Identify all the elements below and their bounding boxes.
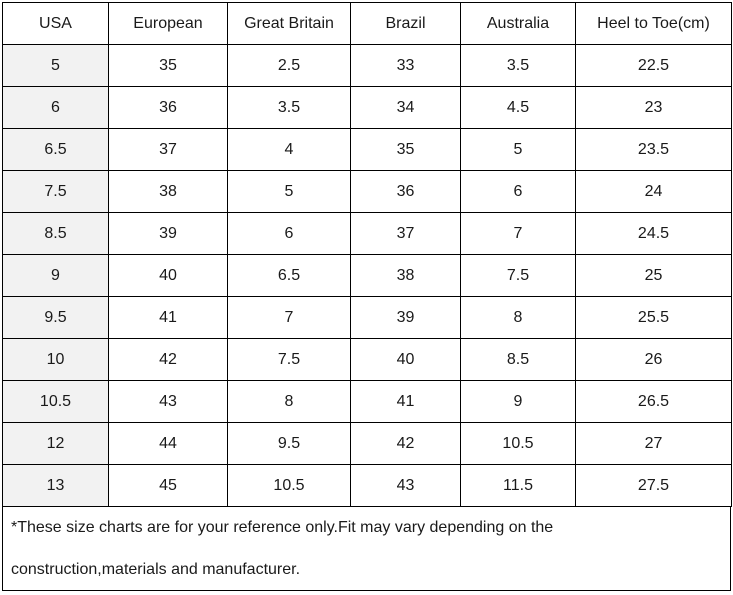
cell-australia: 8 [460, 296, 576, 339]
cell-european: 45 [108, 464, 228, 507]
header-european: European [108, 2, 228, 45]
cell-usa: 13 [2, 464, 109, 507]
cell-heel-to-toe: 27.5 [575, 464, 732, 507]
cell-australia: 3.5 [460, 44, 576, 87]
cell-usa: 12 [2, 422, 109, 465]
cell-heel-to-toe: 22.5 [575, 44, 732, 87]
cell-usa: 7.5 [2, 170, 109, 213]
table-row: 5 35 2.5 33 3.5 22.5 [2, 44, 732, 87]
table-row: 6.5 37 4 35 5 23.5 [2, 128, 732, 171]
cell-brazil: 42 [350, 422, 461, 465]
cell-heel-to-toe: 23.5 [575, 128, 732, 171]
cell-brazil: 40 [350, 338, 461, 381]
cell-european: 37 [108, 128, 228, 171]
table-body: 5 35 2.5 33 3.5 22.5 6 36 3.5 34 4.5 23 6.5 37 4 35 5 23.… [2, 44, 732, 507]
cell-australia: 8.5 [460, 338, 576, 381]
cell-great-britain: 3.5 [227, 86, 351, 129]
cell-brazil: 36 [350, 170, 461, 213]
cell-great-britain: 5 [227, 170, 351, 213]
cell-great-britain: 6.5 [227, 254, 351, 297]
table-row: 10 42 7.5 40 8.5 26 [2, 338, 732, 381]
cell-heel-to-toe: 26 [575, 338, 732, 381]
cell-heel-to-toe: 24.5 [575, 212, 732, 255]
cell-european: 41 [108, 296, 228, 339]
cell-heel-to-toe: 27 [575, 422, 732, 465]
cell-brazil: 38 [350, 254, 461, 297]
cell-australia: 7 [460, 212, 576, 255]
table-row: 8.5 39 6 37 7 24.5 [2, 212, 732, 255]
cell-great-britain: 2.5 [227, 44, 351, 87]
cell-heel-to-toe: 23 [575, 86, 732, 129]
cell-brazil: 33 [350, 44, 461, 87]
cell-european: 38 [108, 170, 228, 213]
cell-brazil: 34 [350, 86, 461, 129]
cell-great-britain: 8 [227, 380, 351, 423]
cell-usa: 10 [2, 338, 109, 381]
cell-australia: 6 [460, 170, 576, 213]
cell-brazil: 37 [350, 212, 461, 255]
cell-usa: 6 [2, 86, 109, 129]
header-australia: Australia [460, 2, 576, 45]
table-row: 10.5 43 8 41 9 26.5 [2, 380, 732, 423]
cell-australia: 4.5 [460, 86, 576, 129]
cell-great-britain: 10.5 [227, 464, 351, 507]
cell-european: 39 [108, 212, 228, 255]
cell-australia: 9 [460, 380, 576, 423]
cell-european: 42 [108, 338, 228, 381]
cell-usa: 5 [2, 44, 109, 87]
cell-brazil: 41 [350, 380, 461, 423]
cell-heel-to-toe: 26.5 [575, 380, 732, 423]
cell-european: 43 [108, 380, 228, 423]
size-conversion-table: USA European Great Britain Brazil Austra… [2, 2, 732, 507]
header-usa: USA [2, 2, 109, 45]
table-row: 6 36 3.5 34 4.5 23 [2, 86, 732, 129]
cell-brazil: 35 [350, 128, 461, 171]
cell-heel-to-toe: 25 [575, 254, 732, 297]
cell-usa: 6.5 [2, 128, 109, 171]
table-row: 9 40 6.5 38 7.5 25 [2, 254, 732, 297]
table-header-row: USA European Great Britain Brazil Austra… [2, 2, 732, 45]
cell-usa: 10.5 [2, 380, 109, 423]
cell-australia: 10.5 [460, 422, 576, 465]
table-row: 12 44 9.5 42 10.5 27 [2, 422, 732, 465]
header-great-britain: Great Britain [227, 2, 351, 45]
cell-brazil: 39 [350, 296, 461, 339]
cell-australia: 7.5 [460, 254, 576, 297]
cell-heel-to-toe: 25.5 [575, 296, 732, 339]
cell-australia: 11.5 [460, 464, 576, 507]
cell-usa: 9 [2, 254, 109, 297]
cell-great-britain: 4 [227, 128, 351, 171]
cell-great-britain: 7 [227, 296, 351, 339]
cell-european: 35 [108, 44, 228, 87]
table-row: 7.5 38 5 36 6 24 [2, 170, 732, 213]
cell-european: 36 [108, 86, 228, 129]
cell-great-britain: 6 [227, 212, 351, 255]
cell-australia: 5 [460, 128, 576, 171]
cell-great-britain: 9.5 [227, 422, 351, 465]
cell-heel-to-toe: 24 [575, 170, 732, 213]
cell-european: 44 [108, 422, 228, 465]
note-line-2: construction,materials and manufacturer. [11, 561, 301, 578]
table-row: 9.5 41 7 39 8 25.5 [2, 296, 732, 339]
header-heel-to-toe: Heel to Toe(cm) [575, 2, 732, 45]
size-disclaimer-note: *These size charts are for your referenc… [2, 507, 731, 591]
cell-usa: 8.5 [2, 212, 109, 255]
note-line-1: *These size charts are for your referenc… [11, 519, 554, 536]
cell-usa: 9.5 [2, 296, 109, 339]
cell-brazil: 43 [350, 464, 461, 507]
header-brazil: Brazil [350, 2, 461, 45]
cell-european: 40 [108, 254, 228, 297]
table-row: 13 45 10.5 43 11.5 27.5 [2, 464, 732, 507]
cell-great-britain: 7.5 [227, 338, 351, 381]
